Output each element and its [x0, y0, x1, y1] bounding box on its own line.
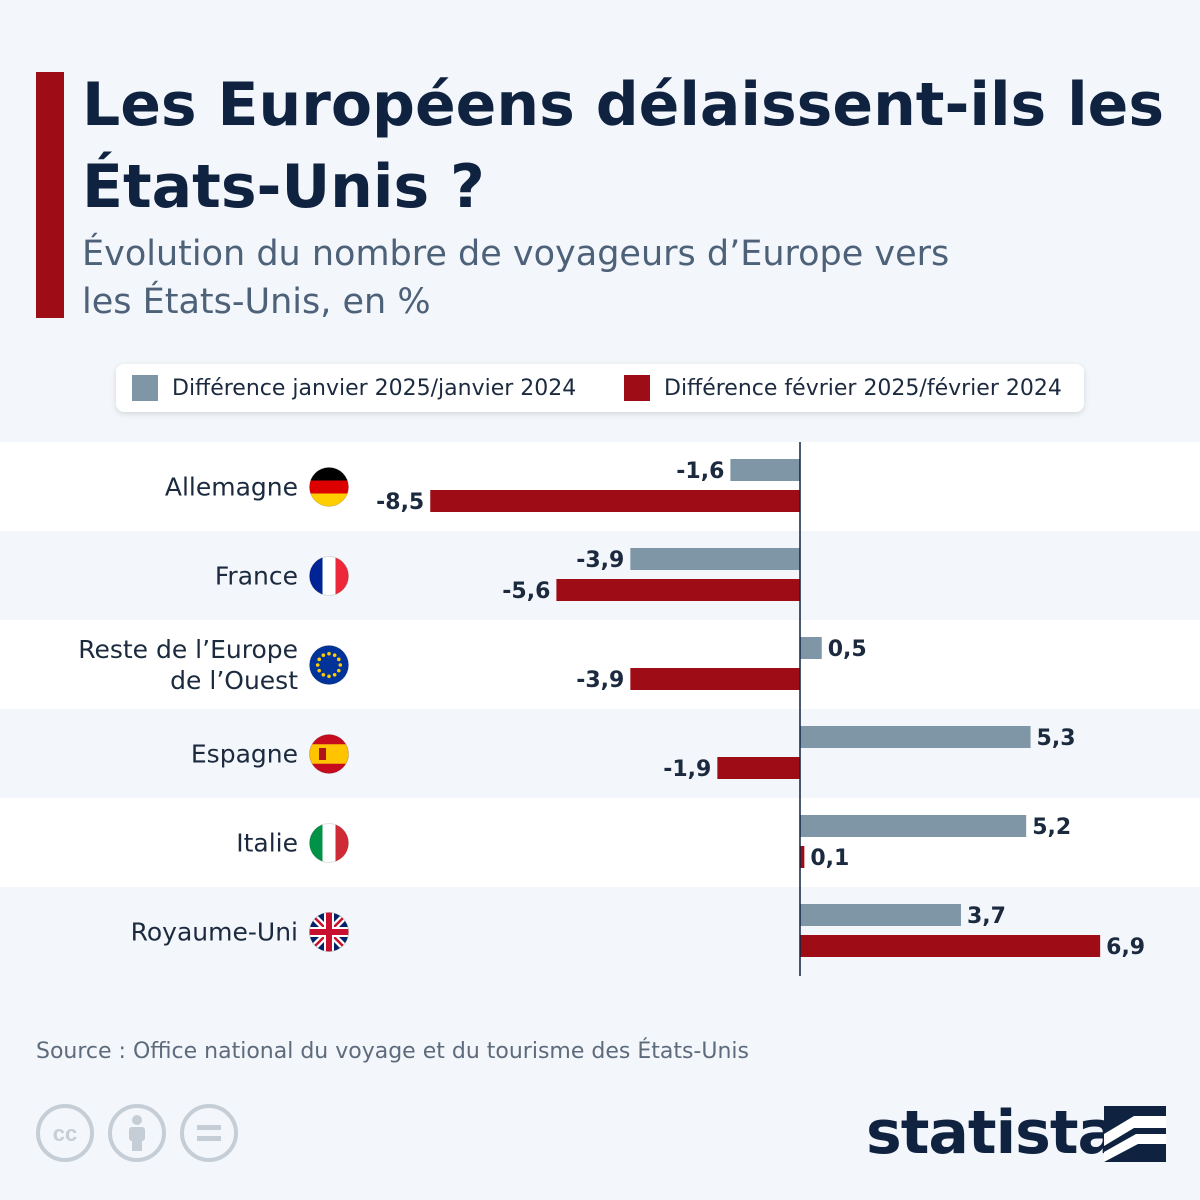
- data-label-jan: 5,3: [1037, 726, 1076, 751]
- data-label-jan: -3,9: [576, 548, 624, 573]
- bar-feb: [800, 846, 805, 868]
- data-label-feb: -1,9: [663, 757, 711, 782]
- svg-text:cc: cc: [53, 1121, 77, 1146]
- eu-flag: [309, 645, 349, 685]
- chart-row-background: [0, 709, 1200, 798]
- chart-legend: Différence janvier 2025/janvier 2024 Dif…: [116, 364, 1084, 412]
- bar-feb: [556, 579, 800, 601]
- chart-row-background: [0, 887, 1200, 976]
- bar-jan: [800, 815, 1027, 837]
- category-label: de l’Ouest: [170, 666, 298, 695]
- source-note: Source : Office national du voyage et du…: [36, 1039, 749, 1064]
- page-subtitle: Évolution du nombre de voyageurs d’Europ…: [82, 234, 950, 322]
- bar-feb: [430, 490, 800, 512]
- legend-swatch-february: [624, 375, 650, 401]
- bar-feb: [800, 935, 1101, 957]
- bar-chart: Allemagne -1,6 -8,5 France -3,9 -5,6 Reste de …: [0, 442, 1200, 976]
- germany-flag: [309, 467, 349, 507]
- chart-row-background: [0, 620, 1200, 709]
- bar-feb: [630, 668, 800, 690]
- no-derivatives-icon: [180, 1104, 238, 1162]
- bar-jan: [630, 548, 800, 570]
- chart-row-background: [0, 531, 1200, 620]
- cc-icon: cc: [36, 1104, 94, 1162]
- bar-jan: [730, 459, 800, 481]
- bar-jan: [800, 904, 961, 926]
- attribution-icon: [108, 1104, 166, 1162]
- data-label-jan: -1,6: [676, 459, 724, 484]
- title-accent-bar: [36, 72, 64, 318]
- chart-row-background: [0, 442, 1200, 531]
- uk-flag: [309, 912, 349, 952]
- data-label-jan: 3,7: [967, 904, 1006, 929]
- category-label: Reste de l’Europe: [78, 635, 298, 664]
- bar-jan: [800, 726, 1031, 748]
- spain-flag: [309, 734, 349, 774]
- data-label-feb: -5,6: [502, 579, 550, 604]
- italy-flag: [309, 823, 349, 863]
- legend-label-february: Différence février 2025/février 2024: [664, 375, 1062, 401]
- category-label: Italie: [236, 829, 298, 858]
- chart-row-background: [0, 798, 1200, 887]
- legend-item-january: Différence janvier 2025/janvier 2024: [132, 364, 576, 412]
- legend-item-february: Différence février 2025/février 2024: [624, 364, 1062, 412]
- france-flag: [309, 556, 349, 596]
- legend-label-january: Différence janvier 2025/janvier 2024: [172, 375, 577, 401]
- statista-brand: statista: [866, 1098, 1166, 1168]
- data-label-feb: 0,1: [810, 846, 849, 871]
- bar-feb: [717, 757, 800, 779]
- statista-logo-icon: [1104, 1106, 1166, 1162]
- legend-swatch-january: [132, 375, 158, 401]
- data-label-feb: -8,5: [376, 490, 424, 515]
- license-icons: cc: [36, 1104, 238, 1162]
- page-title: Les Européens délaissent-ils les États-U…: [82, 70, 1165, 222]
- data-label-feb: 6,9: [1106, 935, 1145, 960]
- bar-jan: [800, 637, 822, 659]
- data-label-jan: 0,5: [828, 637, 867, 662]
- category-label: Royaume-Uni: [131, 918, 298, 947]
- category-label: France: [215, 562, 298, 591]
- data-label-jan: 5,2: [1032, 815, 1071, 840]
- data-label-feb: -3,9: [576, 668, 624, 693]
- brand-name: statista: [866, 1098, 1118, 1168]
- category-label: Espagne: [191, 740, 298, 769]
- category-label: Allemagne: [165, 473, 298, 502]
